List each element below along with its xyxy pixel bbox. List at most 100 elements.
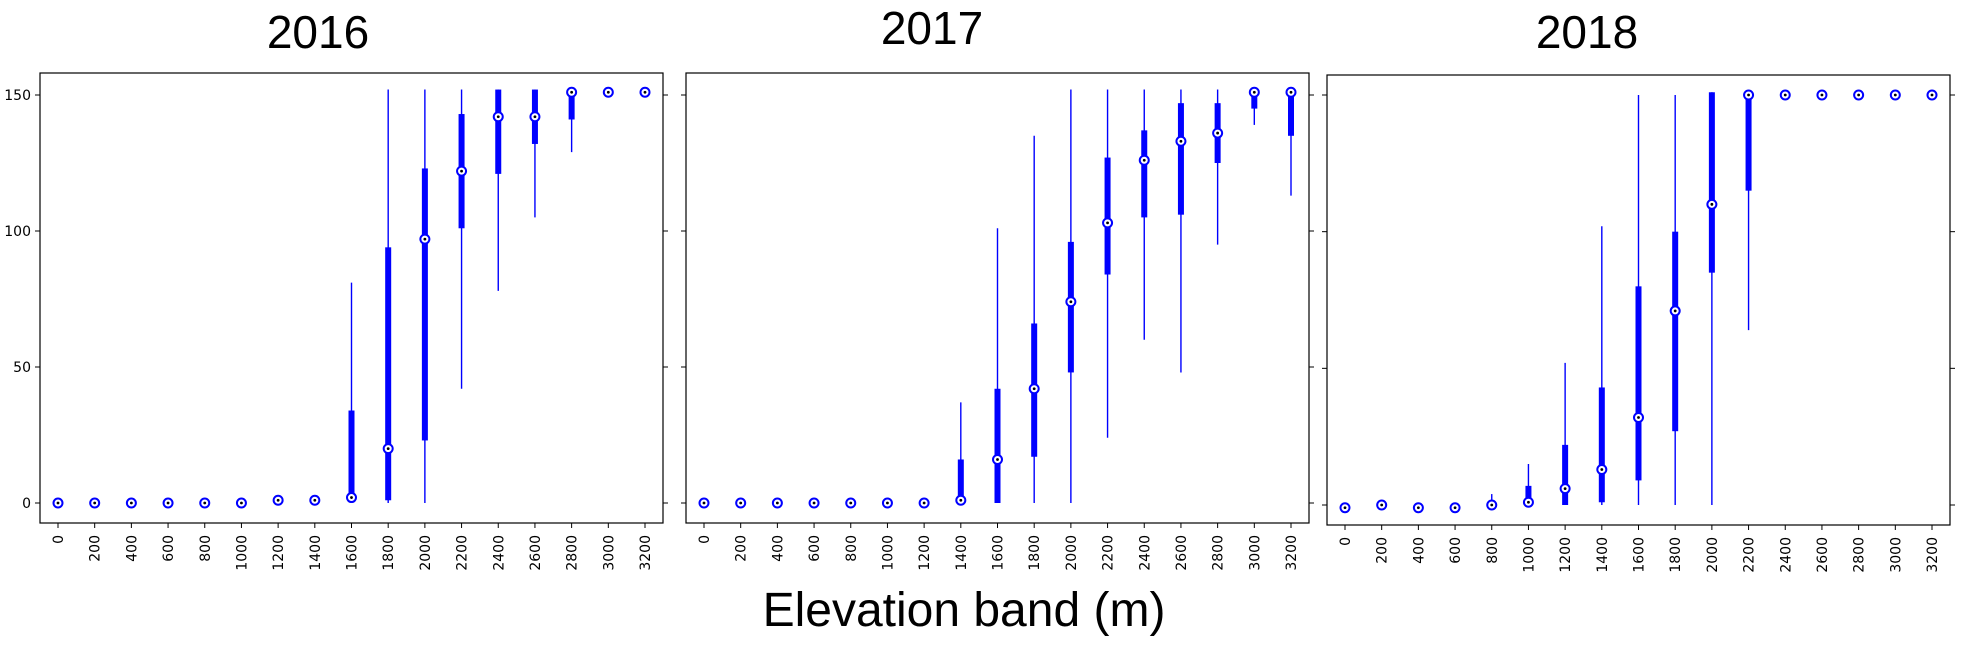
median-dot bbox=[959, 498, 963, 502]
y-tick-label: 50 bbox=[13, 360, 31, 376]
box-400 bbox=[771, 497, 783, 509]
median-dot bbox=[1490, 503, 1494, 507]
median-dot bbox=[240, 501, 243, 505]
box-1400 bbox=[955, 402, 967, 506]
median-dot bbox=[56, 501, 60, 505]
median-dot bbox=[1710, 202, 1714, 206]
iqr-box bbox=[1745, 92, 1752, 191]
x-tick-label: 1000 bbox=[234, 535, 250, 571]
box-3000 bbox=[1248, 86, 1260, 125]
box-800 bbox=[845, 497, 857, 509]
box-600 bbox=[162, 497, 174, 509]
x-tick-label: 2800 bbox=[1211, 535, 1227, 571]
x-tick-label: 1200 bbox=[1558, 537, 1574, 573]
x-tick-label: 2600 bbox=[1815, 537, 1831, 573]
x-tick-label: 2200 bbox=[455, 535, 471, 571]
median-dot bbox=[606, 90, 610, 94]
median-dot bbox=[1893, 93, 1897, 97]
x-tick-label: 1400 bbox=[308, 535, 324, 571]
median-dot bbox=[1416, 506, 1420, 510]
x-tick-label: 200 bbox=[88, 535, 104, 562]
box-1600 bbox=[992, 228, 1003, 503]
box-1000 bbox=[881, 497, 893, 509]
x-tick-label: 800 bbox=[198, 535, 214, 562]
box-1400 bbox=[1596, 226, 1608, 505]
x-tick-label: 1800 bbox=[381, 535, 397, 571]
x-tick-label: 400 bbox=[124, 535, 140, 562]
iqr-box bbox=[421, 168, 428, 441]
x-tick-label: 1000 bbox=[880, 535, 896, 571]
iqr-box bbox=[1141, 130, 1148, 218]
median-dot bbox=[1216, 131, 1220, 135]
median-dot bbox=[1453, 506, 1457, 510]
x-tick-label: 3000 bbox=[1888, 537, 1904, 573]
x-tick-label: 600 bbox=[807, 535, 823, 562]
box-200 bbox=[1376, 499, 1388, 511]
median-dot bbox=[1343, 506, 1347, 510]
box-1600 bbox=[1633, 95, 1644, 505]
x-tick-label: 200 bbox=[734, 535, 750, 562]
iqr-box bbox=[1104, 157, 1111, 275]
box-3000 bbox=[602, 86, 614, 98]
box-1800 bbox=[382, 89, 394, 503]
box-1200 bbox=[272, 494, 284, 506]
median-dot bbox=[276, 498, 280, 502]
x-tick-label: 1400 bbox=[954, 535, 970, 571]
median-dot bbox=[203, 501, 207, 505]
median-dot bbox=[313, 498, 317, 502]
box-3200 bbox=[1285, 86, 1297, 196]
panel-2018: 0 200 400 600 800 1000 1200 1400 1600 1800 2000 220… bbox=[1322, 74, 1955, 573]
iqr-box bbox=[1251, 89, 1258, 109]
median-dot bbox=[1857, 93, 1861, 97]
box-1000 bbox=[1522, 464, 1534, 508]
box-600 bbox=[1449, 502, 1461, 514]
x-tick-label: 1800 bbox=[1668, 537, 1684, 573]
box-0 bbox=[698, 497, 710, 509]
y-tick-label: 100 bbox=[4, 224, 31, 240]
box-1400 bbox=[309, 494, 321, 506]
x-tick-label: 3000 bbox=[1247, 535, 1263, 571]
box-200 bbox=[735, 497, 747, 509]
median-dot bbox=[1142, 158, 1146, 162]
x-tick-label: 1600 bbox=[991, 535, 1007, 571]
median-dot bbox=[812, 501, 816, 505]
median-dot bbox=[1380, 503, 1384, 507]
box-0 bbox=[52, 497, 64, 509]
x-tick-label: 2600 bbox=[1174, 535, 1190, 571]
median-dot bbox=[1032, 387, 1036, 391]
iqr-box bbox=[1598, 387, 1605, 503]
panel-title-2016: 2016 bbox=[267, 6, 369, 58]
box-2800 bbox=[1853, 89, 1865, 101]
median-dot bbox=[1252, 90, 1256, 94]
median-dot bbox=[1783, 93, 1787, 97]
median-dot bbox=[996, 458, 999, 461]
median-dot bbox=[1069, 300, 1073, 304]
x-tick-label: 1800 bbox=[1027, 535, 1043, 571]
median-dot bbox=[702, 501, 706, 505]
box-2400 bbox=[1138, 89, 1150, 340]
median-dot bbox=[775, 501, 779, 505]
box-2800 bbox=[1212, 89, 1224, 245]
box-400 bbox=[1412, 502, 1424, 514]
median-dot bbox=[1637, 416, 1640, 419]
box-2600 bbox=[1816, 89, 1828, 101]
x-tick-label: 2400 bbox=[491, 535, 507, 571]
box-2200 bbox=[1743, 89, 1755, 331]
median-dot bbox=[643, 90, 647, 94]
median-dot bbox=[129, 501, 133, 505]
median-dot bbox=[423, 237, 427, 241]
x-tick-label: 1600 bbox=[345, 535, 361, 571]
box-2000 bbox=[419, 89, 431, 503]
x-tick-label: 1000 bbox=[1521, 537, 1537, 573]
box-2800 bbox=[566, 86, 578, 153]
panel-2016: 0 50 100 150 0 200 400 600 800 1000 1200 1400 1600 18… bbox=[4, 72, 668, 571]
box-800 bbox=[199, 497, 211, 509]
box-3200 bbox=[1926, 89, 1938, 101]
median-dot bbox=[922, 501, 926, 505]
median-dot bbox=[1289, 90, 1293, 94]
iqr-box bbox=[495, 89, 502, 174]
iqr-box bbox=[1177, 103, 1184, 215]
x-tick-label: 3200 bbox=[638, 535, 654, 571]
median-dot bbox=[533, 115, 537, 119]
box-200 bbox=[89, 497, 101, 509]
